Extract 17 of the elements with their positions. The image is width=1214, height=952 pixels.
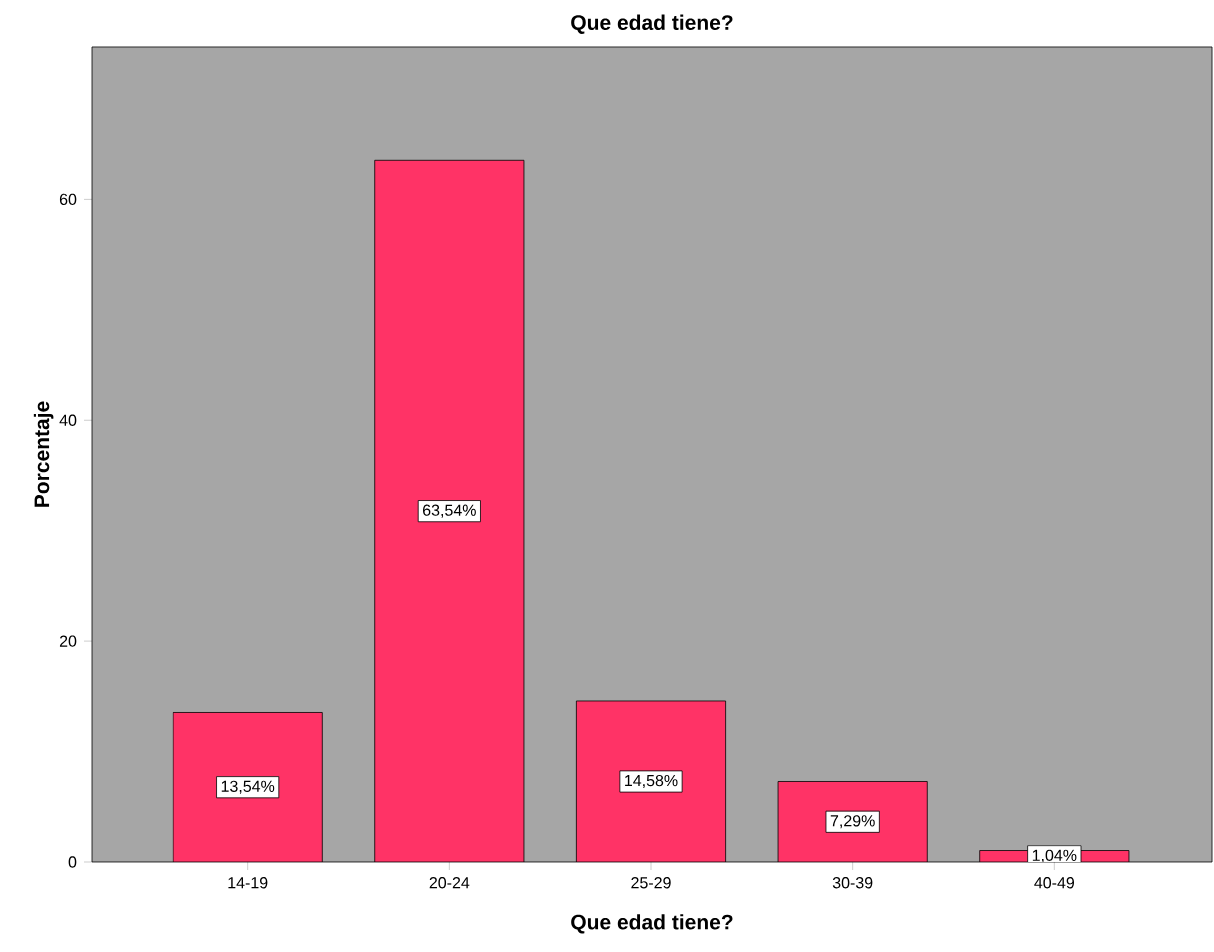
x-tick-label: 40-49 <box>1034 877 1074 889</box>
chart-title: Que edad tiene? <box>571 14 733 34</box>
x-axis-title: Que edad tiene? <box>571 914 733 934</box>
x-tick-label: 25-29 <box>631 877 671 889</box>
y-tick-label: 40 <box>59 414 77 426</box>
x-tick-label: 20-24 <box>429 877 470 889</box>
data-label: 13,54% <box>221 780 275 794</box>
x-tick-label: 14-19 <box>228 877 268 889</box>
y-axis-title: Porcentaje <box>33 401 54 507</box>
data-label: 1,04% <box>1032 849 1077 863</box>
y-tick-label: 60 <box>59 193 77 206</box>
data-label: 14,58% <box>625 774 678 789</box>
data-label: 7,29% <box>830 815 875 829</box>
data-label: 63,54% <box>423 504 476 518</box>
y-tick-label: 20 <box>59 635 77 647</box>
y-tick-label: 0 <box>68 856 77 868</box>
x-tick-label: 30-39 <box>832 877 873 889</box>
